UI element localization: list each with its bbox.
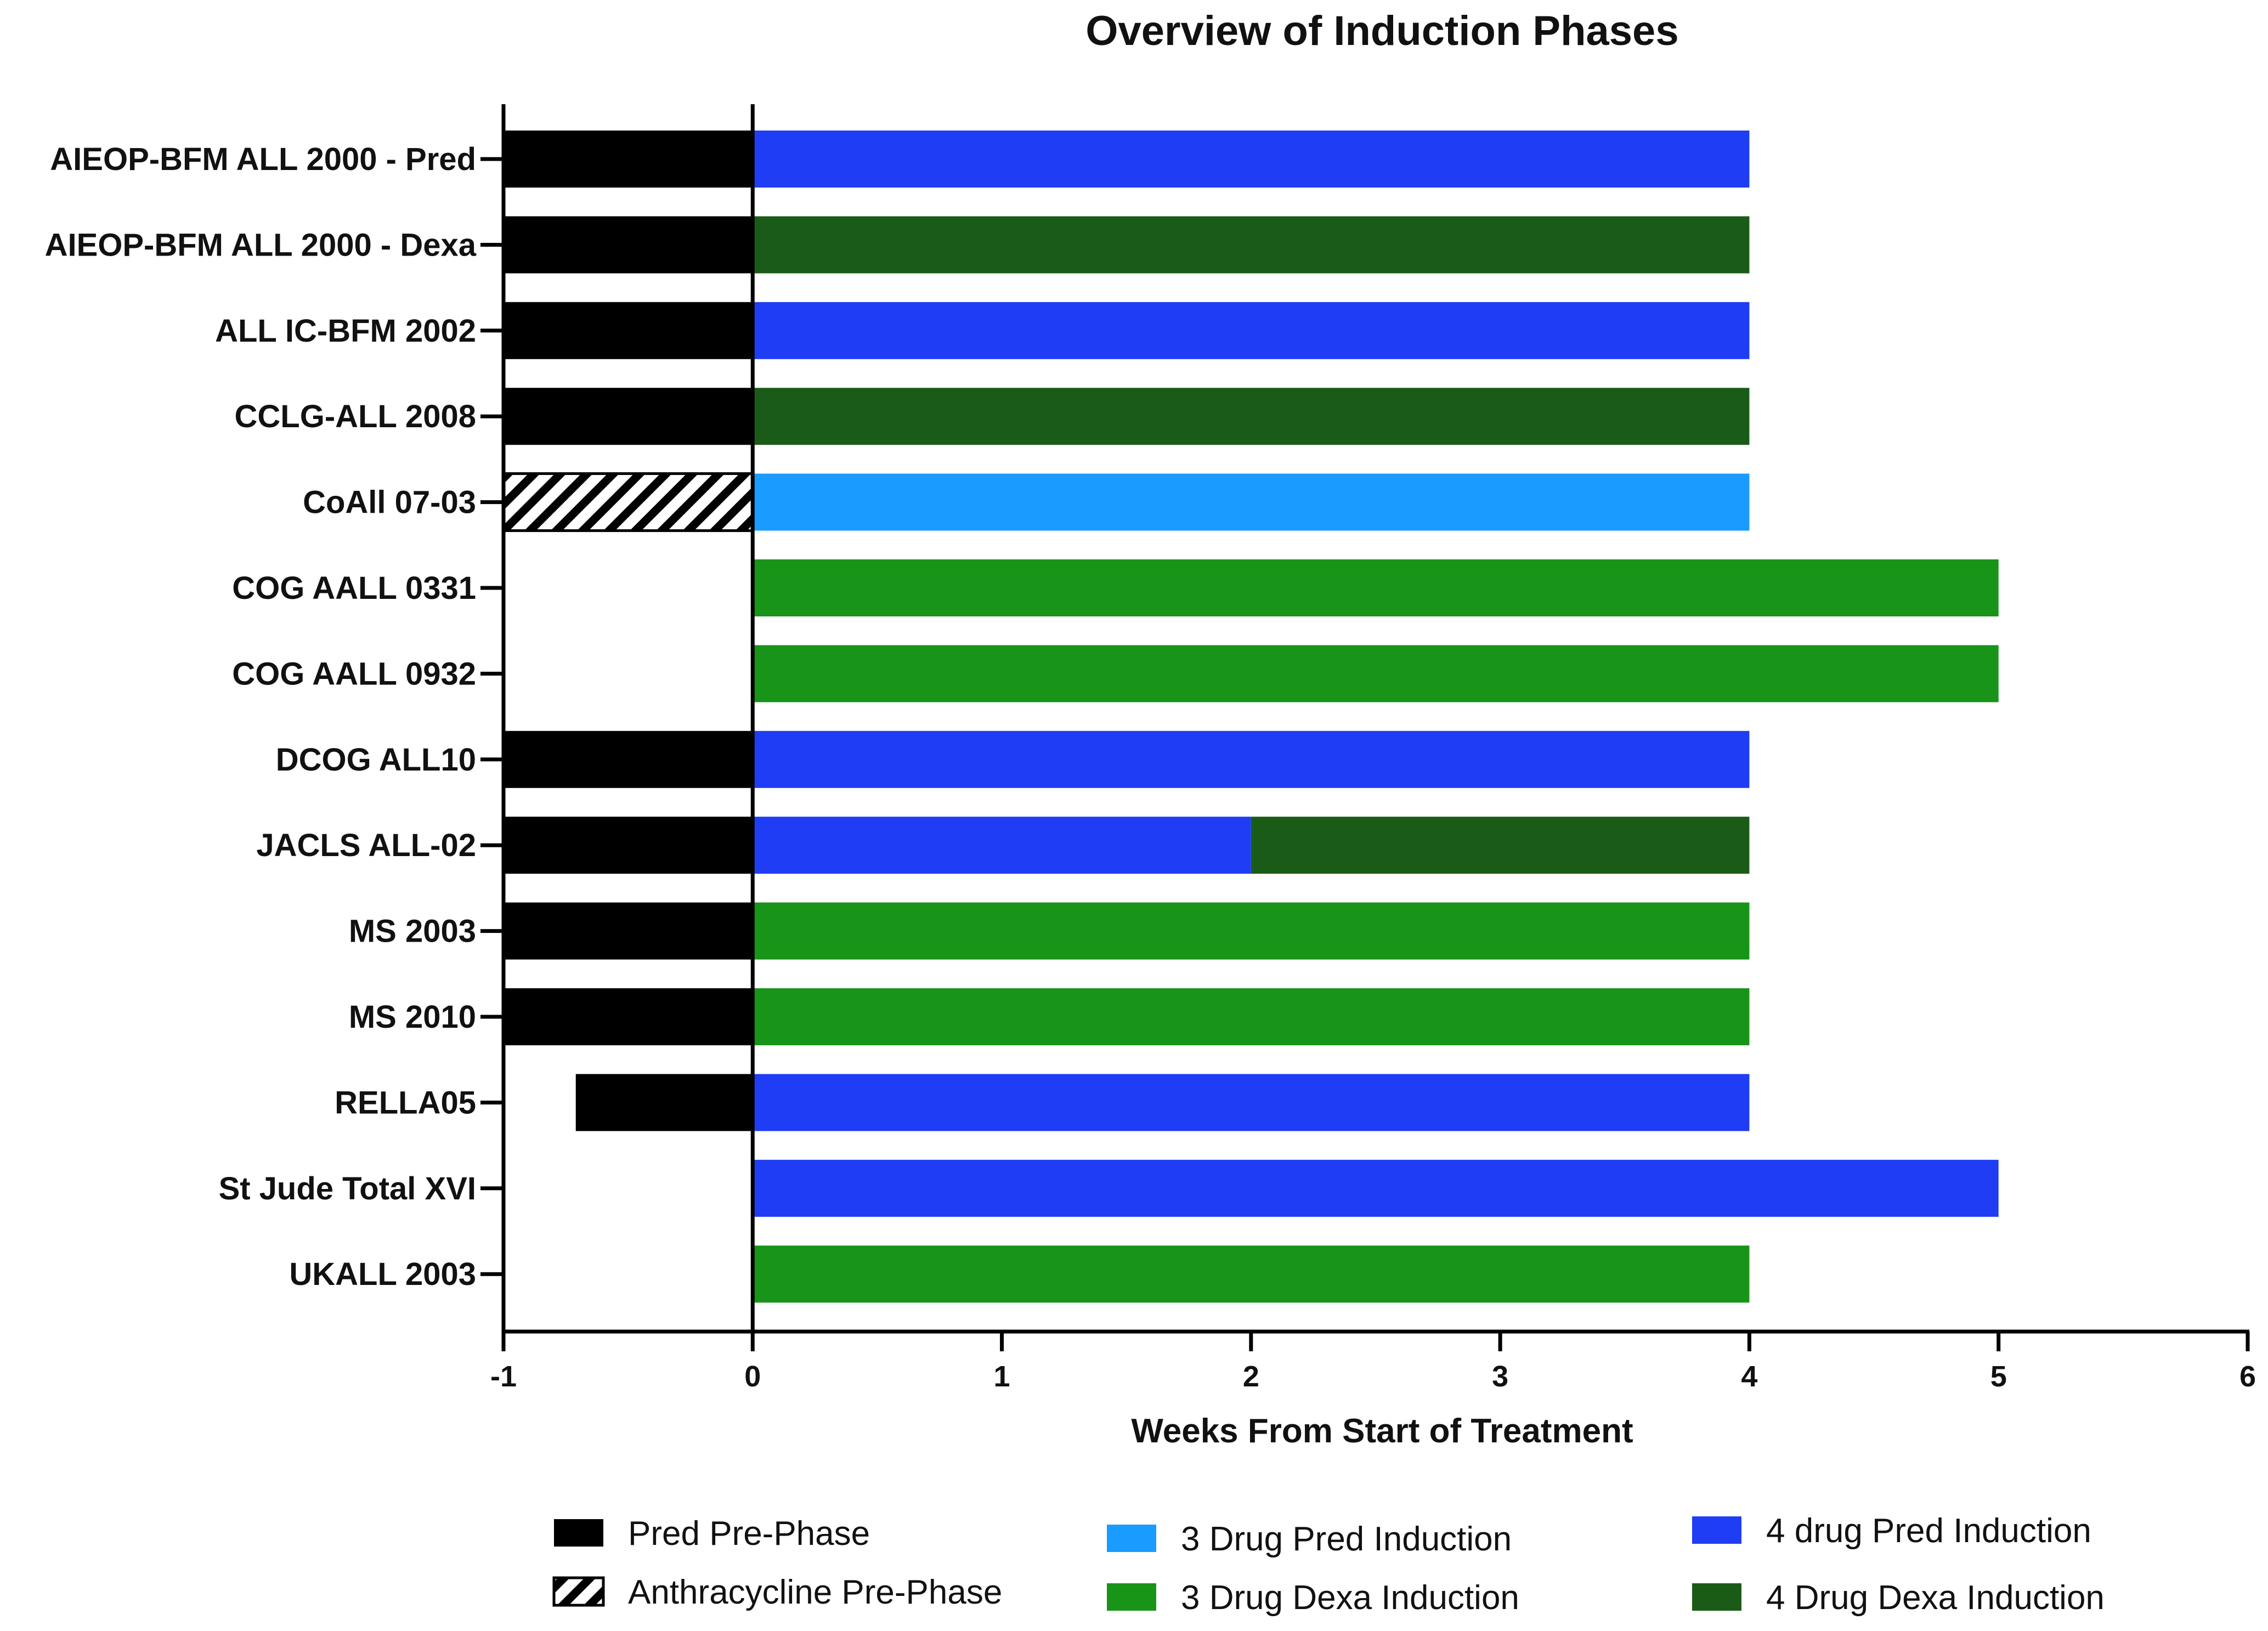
category-label-ms-2010: MS 2010 [349,999,476,1035]
bar-cclg-all-2008-pred-pre-phase [504,388,753,445]
x-tick-label-3: 3 [1492,1360,1508,1393]
bar-jacls-all-02-pred-pre-phase [504,817,753,874]
bar-dcog-all10-pred-pre-phase [504,730,753,788]
bar-dcog-all10-4-drug-pred-induction [753,730,1750,788]
x-tick-label-2: 2 [1243,1360,1259,1393]
bar-coall-07-03-anthracycline-pre-phase [502,472,754,533]
category-label-coall-07-03: CoAll 07-03 [303,485,476,520]
legend-swatch-anthracycline-pre-phase [552,1576,605,1607]
bar-cclg-all-2008-4-drug-dexa-induction [753,388,1750,445]
category-label-st-jude-total-xvi: St Jude Total XVI [219,1171,476,1207]
bar-all-ic-bfm-2002-4-drug-pred-induction [753,302,1750,359]
legend: Pred Pre-Phase Anthracycline Pre-Phase 3 D… [552,1512,2105,1617]
legend-swatch-4-drug-pred-induction [1692,1516,1741,1544]
category-labels: AIEOP-BFM ALL 2000 - Pred AIEOP-BFM ALL 2… [45,141,504,1292]
x-tick-labels: -1 0 1 2 3 4 5 6 [490,1332,2256,1393]
category-label-cclg-all-2008: CCLG-ALL 2008 [235,399,476,434]
bar-coall-07-03-3-drug-pred-induction [753,473,1750,531]
legend-swatch-4-drug-dexa-induction [1692,1583,1741,1611]
bar-rella05-4-drug-pred-induction [753,1074,1750,1131]
bar-cog-aall-0932-3-drug-dexa-induction [753,645,1999,703]
bar-aieop-bfm-all-2000-dexa-4-drug-dexa-induction [753,216,1750,274]
bar-ms-2010-pred-pre-phase [504,988,753,1045]
bars-group [502,131,1999,1303]
legend-label-4-drug-pred-induction: 4 drug Pred Induction [1766,1512,2091,1550]
category-label-aieop-bfm-all-2000-dexa: AIEOP-BFM ALL 2000 - Dexa [45,227,477,263]
bar-ms-2003-pred-pre-phase [504,902,753,960]
x-tick-label-6: 6 [2239,1360,2256,1393]
bar-ms-2003-3-drug-dexa-induction [753,902,1750,960]
legend-swatch-3-drug-pred-induction [1107,1525,1156,1552]
bar-ms-2010-3-drug-dexa-induction [753,988,1750,1045]
category-label-rella05: RELLA05 [335,1085,476,1120]
legend-label-pred-pre-phase: Pred Pre-Phase [628,1515,870,1553]
legend-swatch-pred-pre-phase [554,1519,603,1547]
x-tick-label-4: 4 [1741,1360,1757,1393]
bar-jacls-all-02-4-drug-pred-induction [753,817,1251,874]
legend-label-4-drug-dexa-induction: 4 Drug Dexa Induction [1766,1579,2105,1617]
legend-label-3-drug-pred-induction: 3 Drug Pred Induction [1181,1520,1512,1558]
x-axis-title: Weeks From Start of Treatment [1131,1412,1633,1450]
category-label-aieop-bfm-all-2000-pred: AIEOP-BFM ALL 2000 - Pred [50,141,476,177]
category-label-dcog-all10: DCOG ALL10 [276,742,476,778]
x-tick-label--1: -1 [490,1360,517,1393]
bar-jacls-all-02-4-drug-dexa-induction [1251,817,1750,874]
legend-label-anthracycline-pre-phase: Anthracycline Pre-Phase [628,1573,1002,1611]
legend-swatch-3-drug-dexa-induction [1107,1583,1156,1611]
category-label-cog-aall-0932: COG AALL 0932 [232,656,476,692]
bar-rella05-pred-pre-phase [575,1074,753,1131]
bar-ukall-2003-3-drug-dexa-induction [753,1245,1750,1303]
bar-cog-aall-0331-3-drug-dexa-induction [753,559,1999,616]
bar-all-ic-bfm-2002-pred-pre-phase [504,302,753,359]
legend-label-3-drug-dexa-induction: 3 Drug Dexa Induction [1181,1579,1519,1617]
bar-aieop-bfm-all-2000-pred-pred-pre-phase [504,131,753,188]
category-label-cog-aall-0331: COG AALL 0331 [232,570,476,606]
category-label-all-ic-bfm-2002: ALL IC-BFM 2002 [215,313,476,349]
bar-aieop-bfm-all-2000-dexa-pred-pre-phase [504,216,753,274]
axes-group [501,104,2249,1334]
bar-st-jude-total-xvi-4-drug-pred-induction [753,1159,1999,1217]
x-tick-label-5: 5 [1990,1360,2007,1393]
x-tick-label-1: 1 [994,1360,1010,1393]
category-label-jacls-all-02: JACLS ALL-02 [256,828,476,863]
category-label-ukall-2003: UKALL 2003 [289,1256,476,1292]
x-tick-label-0: 0 [744,1360,761,1393]
chart-title: Overview of Induction Phases [1085,8,1678,54]
category-label-ms-2003: MS 2003 [349,914,476,949]
bar-aieop-bfm-all-2000-pred-4-drug-pred-induction [753,131,1750,188]
